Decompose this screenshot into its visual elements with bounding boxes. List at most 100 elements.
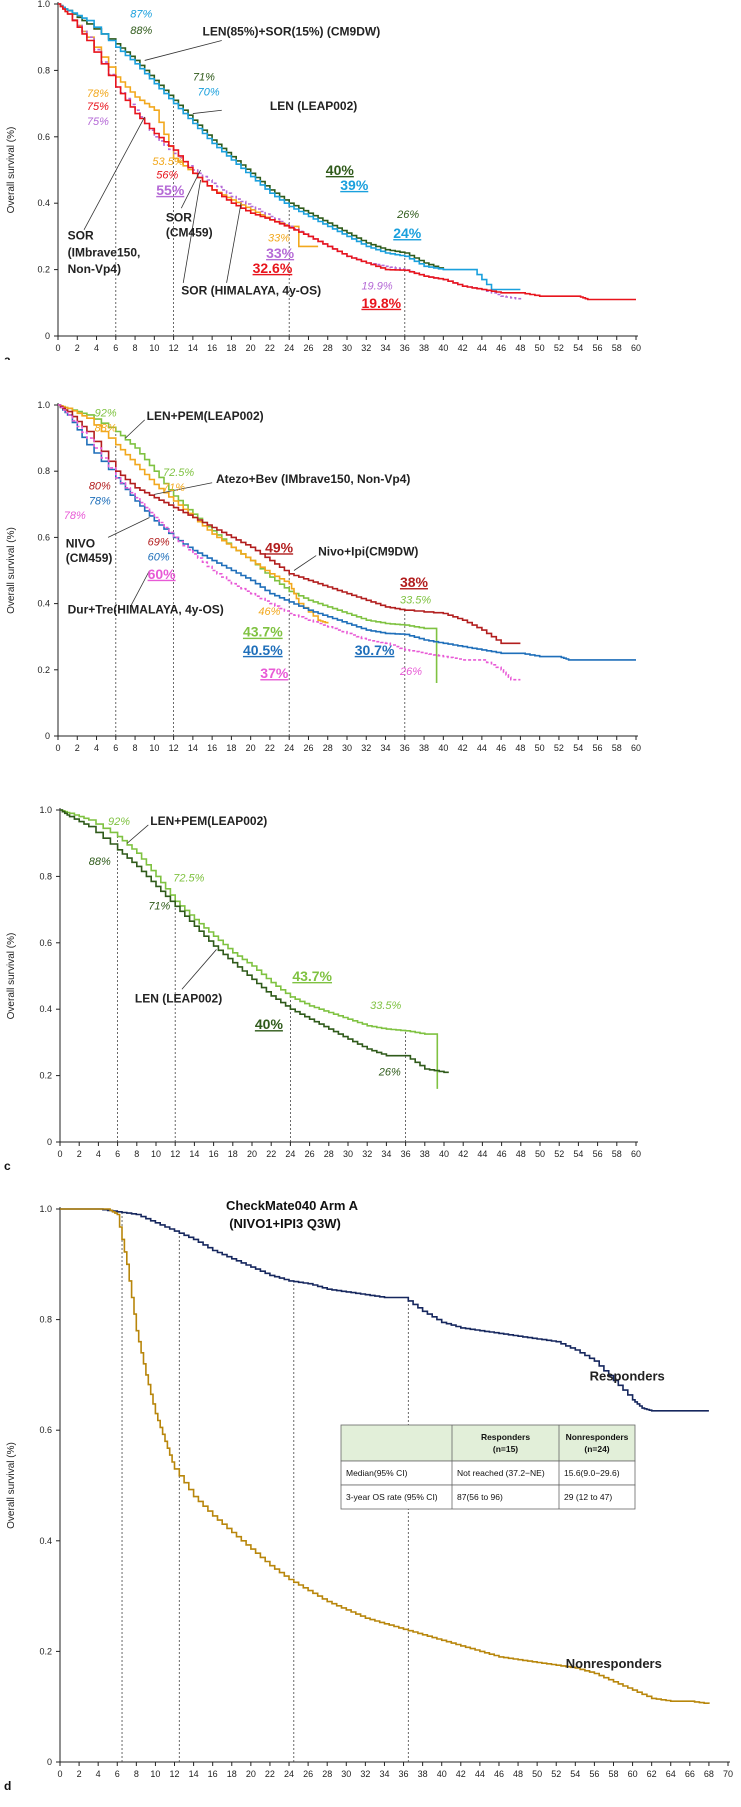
x-tick-label: 32 [361, 343, 371, 353]
data-annotation: NIVO [66, 536, 95, 550]
x-tick-label: 52 [554, 743, 564, 752]
x-tick-label: 10 [150, 1769, 160, 1779]
x-tick-label: 6 [113, 743, 118, 752]
y-tick-label: 0 [45, 331, 50, 341]
x-tick-label: 42 [458, 743, 468, 752]
x-tick-label: 24 [285, 1149, 295, 1159]
data-annotation: 40.5% [243, 642, 283, 658]
table-header-cell: Nonresponders [566, 1432, 629, 1442]
x-tick-label: 20 [246, 743, 256, 752]
x-tick-label: 46 [494, 1769, 504, 1779]
x-tick-label: 56 [593, 1149, 603, 1159]
y-tick-label: 0.6 [37, 532, 50, 542]
series-line-len-leap002 [58, 3, 521, 291]
table-cell: 29 (12 to 47) [564, 1492, 612, 1502]
x-tick-label: 24 [284, 743, 294, 752]
x-tick-label: 54 [573, 1149, 583, 1159]
data-annotation: 78% [89, 495, 111, 507]
x-tick-label: 6 [115, 1769, 120, 1779]
data-annotation: 55% [156, 182, 185, 198]
x-tick-label: 70 [723, 1769, 733, 1779]
x-tick-label: 2 [75, 743, 80, 752]
y-axis-label: Overall survival (%) [6, 527, 17, 614]
x-tick-label: 50 [532, 1769, 542, 1779]
x-tick-label: 30 [343, 1149, 353, 1159]
x-tick-label: 22 [265, 343, 275, 353]
x-tick-label: 8 [134, 1149, 139, 1159]
data-annotation: 88% [89, 856, 111, 868]
y-tick-label: 1.0 [39, 805, 52, 815]
x-tick-label: 68 [704, 1769, 714, 1779]
y-tick-label: 0.8 [37, 466, 50, 476]
x-tick-label: 28 [324, 1149, 334, 1159]
series-line-responders [60, 1208, 709, 1412]
data-annotation: 71% [163, 482, 185, 494]
x-tick-label: 54 [573, 743, 583, 752]
data-annotation: 33% [266, 245, 295, 261]
x-tick-label: 56 [592, 343, 602, 353]
leader-line [125, 419, 145, 439]
series-line-len-pem-leap002 [60, 809, 439, 1089]
x-tick-label: 28 [323, 343, 333, 353]
x-tick-label: 56 [592, 743, 602, 752]
table-cell: 87(56 to 96) [457, 1492, 503, 1502]
data-annotation: LEN+PEM(LEAP002) [150, 814, 267, 828]
x-tick-label: 44 [477, 743, 487, 752]
y-tick-label: 0.4 [37, 599, 50, 609]
x-tick-label: 66 [685, 1769, 695, 1779]
chart-panel-c: 0 2 4 6 8 10 12 14 16 18 20 22 24 26 28 30 32 34 36 38 40 42 4… [4, 805, 641, 1173]
data-annotation: Dur+Tre(HIMALAYA, 4y-OS) [68, 603, 224, 617]
x-tick-label: 36 [401, 1149, 411, 1159]
x-tick-label: 20 [246, 343, 256, 353]
y-tick-label: 0.2 [37, 265, 50, 275]
series-line-sor-himalaya-4y-os [58, 3, 636, 301]
y-tick-label: 0.8 [39, 1315, 52, 1325]
x-tick-label: 44 [477, 1149, 487, 1159]
x-tick-label: 44 [475, 1769, 485, 1779]
leader-line [154, 482, 213, 495]
x-tick-label: 18 [226, 743, 236, 752]
x-tick-label: 32 [360, 1769, 370, 1779]
x-tick-label: 48 [515, 743, 525, 752]
y-tick-label: 0.8 [39, 871, 52, 881]
y-axis-label: Overall survival (%) [6, 933, 17, 1020]
y-tick-label: 0.8 [37, 65, 50, 75]
series-line-len-leap002 [60, 809, 449, 1074]
chart-panel-d: 0 2 4 6 8 10 12 14 16 18 20 22 24 26 28 30 32 34 36 38 40 42 4… [4, 1198, 733, 1793]
summary-table: Responders (n=15) Nonresponders (n=24) Media… [340, 1424, 636, 1510]
x-tick-label: 32 [361, 743, 371, 752]
series-line-dur-tre-himalaya-4y-os [58, 404, 521, 681]
y-tick-label: 0 [47, 1757, 52, 1767]
series-line-nivo-ipi-cm9dw [58, 404, 521, 645]
x-tick-label: 58 [612, 343, 622, 353]
x-tick-label: 48 [513, 1769, 523, 1779]
x-tick-label: 58 [612, 743, 622, 752]
data-annotation: LEN (LEAP002) [135, 992, 222, 1006]
data-annotation: Atezo+Bev (IMbrave150, Non-Vp4) [216, 472, 410, 486]
x-tick-label: 8 [133, 743, 138, 752]
data-annotation: 72.5% [163, 467, 194, 479]
y-tick-label: 0.6 [39, 1425, 52, 1435]
y-tick-label: 1.0 [37, 400, 50, 410]
x-tick-label: 40 [438, 343, 448, 353]
x-tick-label: 34 [379, 1769, 389, 1779]
x-tick-label: 60 [631, 743, 641, 752]
x-tick-label: 18 [228, 1149, 238, 1159]
table-header-cell: (n=24) [584, 1444, 609, 1454]
y-tick-label: 0.6 [39, 938, 52, 948]
x-tick-label: 54 [573, 343, 583, 353]
data-annotation: 33% [268, 232, 290, 244]
x-tick-label: 52 [554, 1149, 564, 1159]
data-annotation: 40% [255, 1016, 284, 1032]
x-tick-label: 16 [208, 1769, 218, 1779]
x-tick-label: 48 [515, 343, 525, 353]
data-annotation: 43.7% [243, 624, 283, 640]
leader-line [181, 949, 217, 990]
x-tick-label: 50 [535, 343, 545, 353]
data-annotation: 49% [265, 539, 294, 555]
data-annotation: SOR [166, 210, 192, 224]
x-tick-label: 46 [496, 743, 506, 752]
leader-line [129, 570, 150, 608]
series-line-atezo-bev-imbrave150-non-vp4 [58, 404, 329, 624]
